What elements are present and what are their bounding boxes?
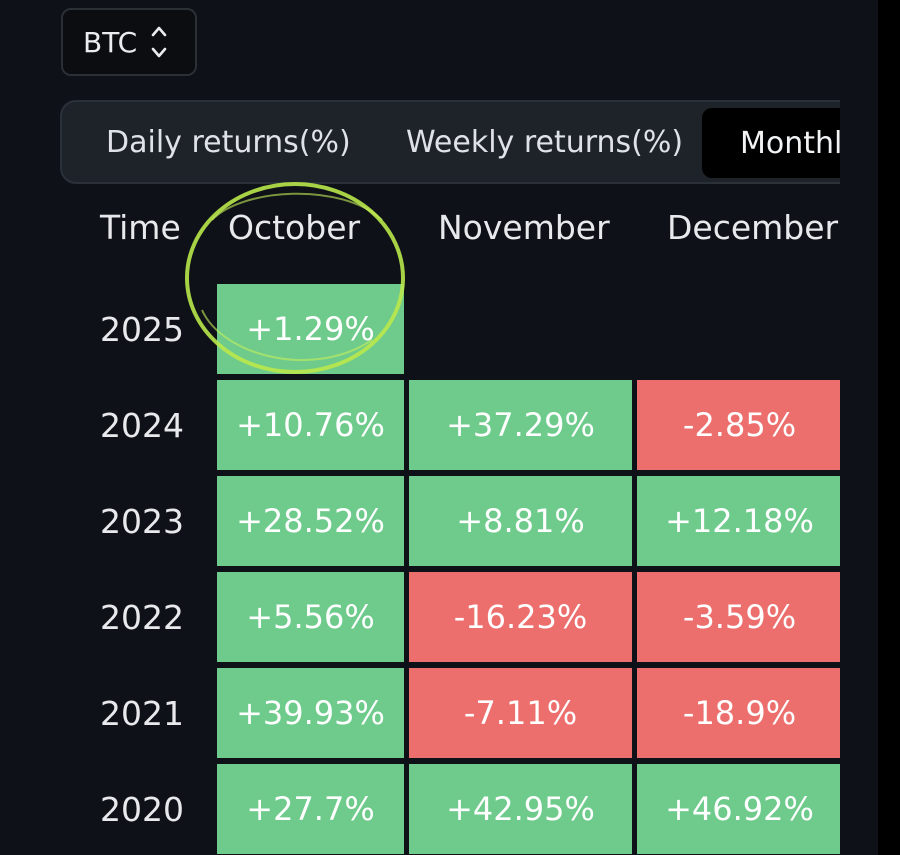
return-cell-2025-october: +1.29% — [217, 284, 404, 374]
return-cell-2023-october: +28.52% — [217, 476, 404, 566]
row-year-2025: 2025 — [100, 309, 184, 349]
tab-monthly-returns[interactable]: Monthly — [702, 108, 840, 178]
return-cell-2020-october: +27.7% — [217, 764, 404, 854]
row-year-2020: 2020 — [100, 789, 184, 829]
column-header-december[interactable]: December — [667, 208, 839, 247]
return-cell-2022-december: -3.59% — [637, 572, 840, 662]
row-year-2024: 2024 — [100, 405, 184, 445]
returns-tab-bar: Daily returns(%) Weekly returns(%) Month… — [60, 100, 840, 184]
return-cell-2022-november: -16.23% — [409, 572, 632, 662]
highlight-circle-annotation — [185, 182, 405, 374]
return-cell-2021-october: +39.93% — [217, 668, 404, 758]
return-cell-2021-november: -7.11% — [409, 668, 632, 758]
column-header-october[interactable]: October — [228, 208, 361, 247]
time-column-header: Time — [100, 208, 181, 247]
return-cell-2024-december: -2.85% — [637, 380, 840, 470]
return-cell-2023-november: +8.81% — [409, 476, 632, 566]
row-year-2021: 2021 — [100, 693, 184, 733]
row-year-2022: 2022 — [100, 597, 184, 637]
return-cell-2022-october: +5.56% — [217, 572, 404, 662]
return-cell-2020-december: +46.92% — [637, 764, 840, 854]
asset-select[interactable]: BTC — [61, 8, 197, 76]
asset-select-value: BTC — [83, 25, 138, 59]
monthly-returns-panel: BTC Daily returns(%) Weekly returns(%) M… — [0, 0, 878, 855]
return-cell-2020-november: +42.95% — [409, 764, 632, 854]
tab-weekly-returns[interactable]: Weekly returns(%) — [406, 124, 684, 160]
column-header-november[interactable]: November — [438, 208, 610, 247]
return-cell-2024-october: +10.76% — [217, 380, 404, 470]
tab-daily-returns[interactable]: Daily returns(%) — [106, 124, 351, 160]
content-clip: BTC Daily returns(%) Weekly returns(%) M… — [60, 8, 840, 854]
chevron-up-down-icon — [151, 25, 167, 59]
return-cell-2021-december: -18.9% — [637, 668, 840, 758]
return-cell-2024-november: +37.29% — [409, 380, 632, 470]
row-year-2023: 2023 — [100, 501, 184, 541]
screen-edge — [878, 0, 900, 855]
return-cell-2023-december: +12.18% — [637, 476, 840, 566]
